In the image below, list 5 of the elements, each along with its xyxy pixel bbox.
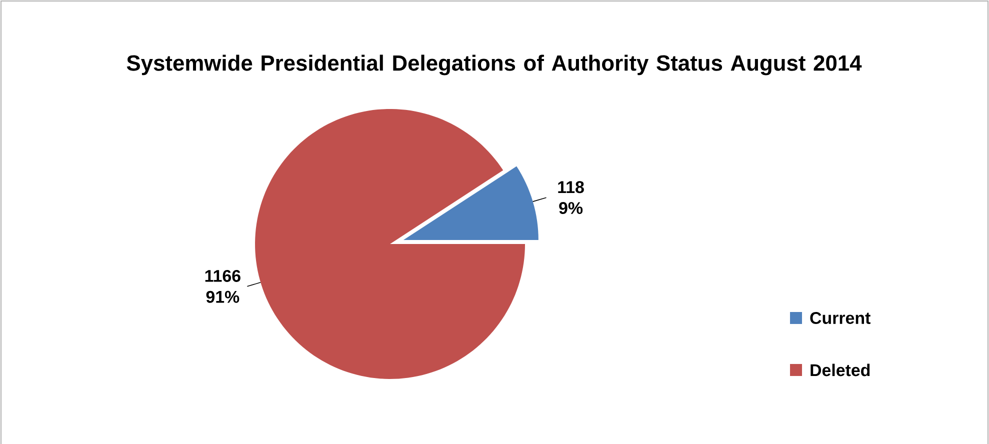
data-label: 118 9% <box>558 180 584 214</box>
legend-label: Current <box>810 312 870 324</box>
chart-title: Systemwide Presidential Delegations of Authority Status August 2014 <box>126 54 862 76</box>
legend-label: Deleted <box>810 364 870 376</box>
data-label: 1166 91% <box>205 270 240 303</box>
